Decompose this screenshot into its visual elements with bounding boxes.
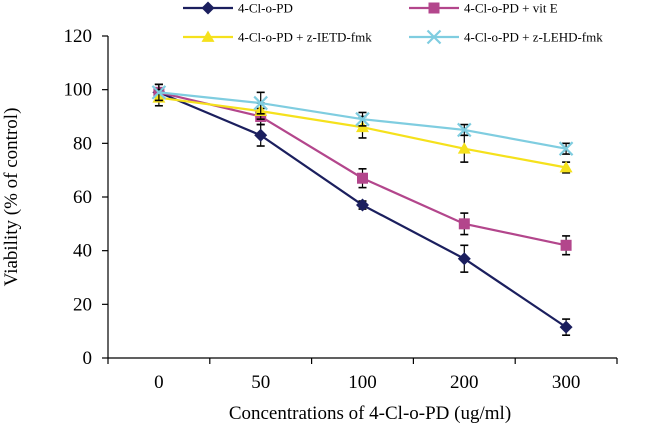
x-ticks: 0 50 100 200 300 [107,358,618,393]
legend-item-1: 4-Cl-o-PD [183,1,293,16]
x-tick-label: 300 [552,372,581,393]
marker-stroke [457,122,472,138]
series-4 [151,83,574,156]
legend-marker [426,29,442,45]
y-tick-label: 120 [64,26,93,47]
legend-item-4: 4-Cl-o-PD + z-LEHD-fmk [409,30,603,45]
data-point [357,172,368,184]
legend-label: 4-Cl-o-PD + z-IETD-fmk [238,30,372,45]
data-point [355,111,370,127]
y-ticks: 0 20 40 60 80 100 120 [64,26,108,369]
data-point [254,128,268,142]
legend-marker [428,2,440,14]
y-tick-label: 80 [73,133,92,154]
legend-label: 4-Cl-o-PD [238,1,293,16]
data-point [457,252,471,266]
data-point [458,218,470,230]
y-tick-label: 100 [64,80,93,101]
legend-label: 4-Cl-o-PD + z-LEHD-fmk [464,30,603,45]
y-tick-label: 0 [83,348,93,369]
x-axis-title: Concentrations of 4-Cl-o-PD (ug/ml) [229,403,511,424]
legend-marker [201,1,215,15]
marker-stroke [558,141,574,156]
x-tick-label: 200 [450,372,479,393]
data-point [151,85,167,100]
data-point [559,320,573,334]
marker-stroke [151,85,167,100]
data-point [457,142,471,154]
legend: 4-Cl-o-PD 4-Cl-o-PD + vit E 4-Cl-o-PD + z-… [183,1,603,45]
data-point [560,239,572,251]
y-tick-label: 60 [73,187,92,208]
data-point [356,198,369,212]
legend-item-2: 4-Cl-o-PD + vit E [409,1,558,16]
y-tick-label: 20 [73,294,92,315]
y-tick-label: 40 [73,241,92,262]
legend-label: 4-Cl-o-PD + vit E [464,1,558,16]
series-2 [153,83,572,256]
series-3 [152,88,573,174]
legend-item-3: 4-Cl-o-PD + z-IETD-fmk [183,30,372,45]
y-axis-title: Viability (% of control) [1,108,22,287]
x-tick-label: 50 [251,372,270,393]
data-point [559,160,573,173]
data-point [253,95,268,111]
data-point [457,122,472,138]
marker-stroke [355,111,370,127]
legend-marker [201,30,215,42]
x-tick-label: 0 [154,372,164,393]
marker-stroke [253,95,268,111]
series-layer [151,83,574,336]
data-point [558,141,574,156]
marker-stroke [426,29,442,45]
x-tick-label: 100 [348,372,377,393]
